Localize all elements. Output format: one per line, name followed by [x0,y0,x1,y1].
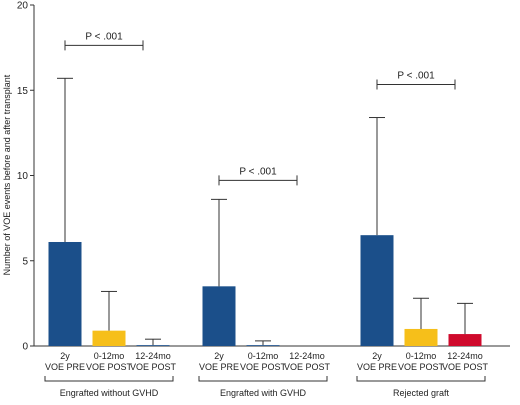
category-label-line2: VOE POST [130,362,177,372]
category-label-line1: 2y [214,351,224,361]
y-tick-label: 10 [17,171,29,182]
category-label-line2: VOE POST [240,362,287,372]
category-label-line1: 0-12mo [248,351,279,361]
p-value-label: P < .001 [85,31,123,42]
category-label-line1: 12-24mo [447,351,483,361]
group-bracket [198,376,328,382]
group-bracket [44,376,174,382]
y-tick-label: 15 [17,86,29,97]
category-label-line1: 12-24mo [289,351,325,361]
category-label-line2: VOE PRE [199,362,239,372]
y-axis-label: Number of VOE events before and after tr… [2,74,12,275]
bar [360,235,394,346]
group-label: Rejected graft [393,388,450,398]
group-bracket [356,376,486,382]
bar [404,328,438,346]
y-tick-label: 5 [22,256,28,267]
category-label-line2: VOE POST [284,362,331,372]
bar [136,345,170,346]
bars [48,77,482,346]
category-label-line1: 0-12mo [94,351,125,361]
bar [92,330,126,346]
bar [48,241,82,346]
p-value-label: P < .001 [239,166,277,177]
category-label-line2: VOE PRE [357,362,397,372]
category-label-line1: 0-12mo [406,351,437,361]
category-label-line1: 12-24mo [135,351,171,361]
group-label: Engrafted with GVHD [220,388,307,398]
y-tick-label: 0 [22,342,28,353]
axes: 0 5 10 15 20 P < .001 P < .001 P < .001 [17,1,510,353]
category-label-line1: 2y [60,351,70,361]
category-label-line2: VOE POST [86,362,133,372]
category-label-line1: 2y [372,351,382,361]
category-label-line2: VOE POST [442,362,489,372]
y-tick-label: 20 [17,1,29,12]
category-label-line2: VOE POST [398,362,445,372]
bar [202,286,236,346]
bar [246,345,280,346]
category-label-line2: VOE PRE [45,362,85,372]
bar [448,334,482,346]
group-label: Engrafted without GVHD [60,388,159,398]
p-value-label: P < .001 [397,71,435,82]
